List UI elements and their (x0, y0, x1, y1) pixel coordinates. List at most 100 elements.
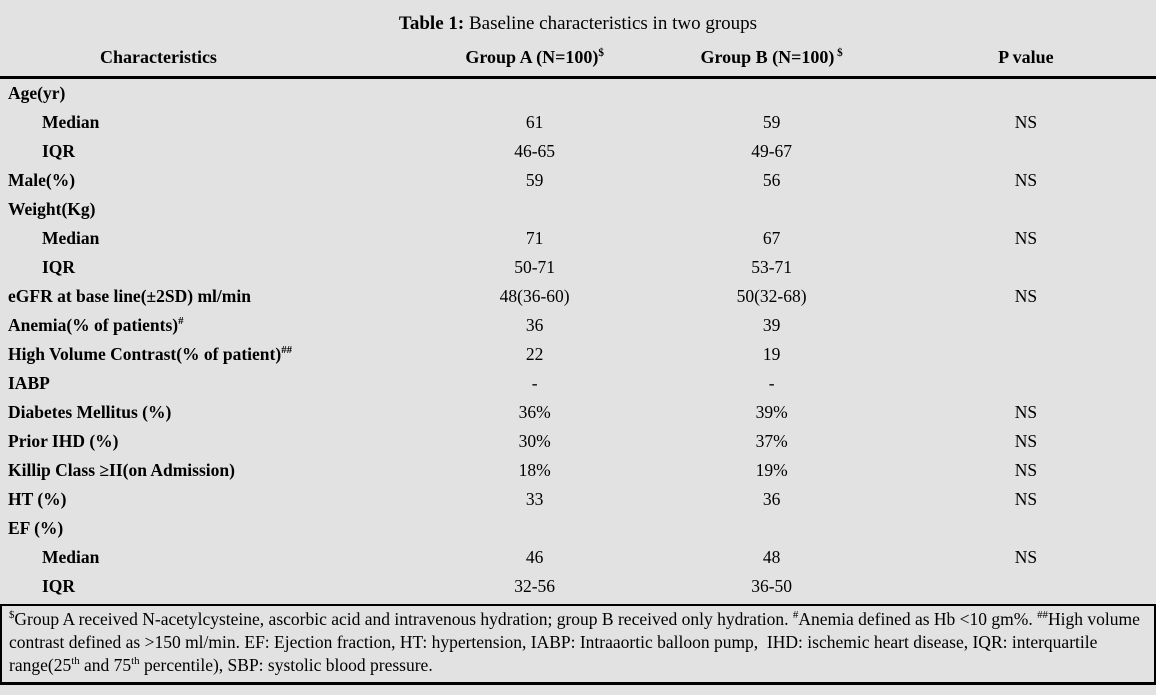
group-a-value (422, 195, 647, 224)
group-a-value: 46 (525, 547, 544, 567)
group-b-value: 59 (762, 112, 781, 132)
table-row: Killip Class ≥II(on Admission) 18% 19% NS (0, 456, 1156, 485)
column-header-group-a: Group A (N=100)$ (421, 42, 648, 79)
row-label: Anemia(% of patients)# (8, 315, 184, 335)
row-label: IQR (42, 576, 76, 596)
table-row: eGFR at base line(±2SD) ml/min 48(36-60) 5… (0, 282, 1156, 311)
footnote-text: $Group A received N-acetylcysteine, asco… (9, 609, 1140, 675)
row-label: Prior IHD (%) (8, 431, 119, 451)
p-value: NS (1014, 489, 1038, 509)
table-row: Median 46 48 NS (0, 543, 1156, 572)
group-b-value: 53-71 (751, 257, 793, 277)
footnote: $Group A received N-acetylcysteine, asco… (0, 604, 1156, 685)
group-a-value: 22 (525, 344, 544, 364)
group-a-value: 33 (525, 489, 544, 509)
p-value (896, 514, 1156, 543)
p-value: NS (1014, 547, 1038, 567)
group-a-value: 32-56 (514, 576, 556, 596)
p-value (896, 195, 1156, 224)
group-b-value: 49-67 (751, 141, 793, 161)
group-b-value: 39% (755, 402, 788, 422)
table-header: Characteristics Group A (N=100)$ Group B… (0, 42, 1156, 79)
table-row: Male(%) 59 56 NS (0, 166, 1156, 195)
table-body: Age(yr) Median 61 59 NS IQR 46-65 49-67 Male(%) 5… (0, 78, 1156, 602)
table-title-caption: Baseline characteristics in two groups (464, 13, 758, 34)
footnote-sup: $ (9, 609, 15, 622)
group-a-value (422, 514, 647, 543)
row-label: Age(yr) (8, 83, 66, 103)
table-row: Anemia(% of patients)# 36 39 (0, 311, 1156, 340)
table-row: Diabetes Mellitus (%) 36% 39% NS (0, 398, 1156, 427)
row-label: EF (%) (8, 518, 64, 538)
group-b-value: 36 (762, 489, 781, 509)
column-header-label: Group B (N=100) (700, 47, 835, 67)
p-value: NS (1014, 402, 1038, 422)
row-label: Diabetes Mellitus (%) (8, 402, 172, 422)
group-a-value: 18% (518, 460, 551, 480)
column-header-label: Characteristics (99, 47, 217, 67)
group-b-value (647, 514, 896, 543)
p-value: NS (1014, 286, 1038, 306)
table-row: HT (%) 33 36 NS (0, 485, 1156, 514)
p-value (896, 369, 1156, 398)
table-row: Age(yr) (0, 78, 1156, 109)
group-b-value: 48 (762, 547, 781, 567)
table-row: Prior IHD (%) 30% 37% NS (0, 427, 1156, 456)
footnote-sup: # (792, 609, 799, 622)
group-a-value (422, 78, 647, 109)
footnote-sup: th (131, 655, 140, 668)
group-a-value: - (531, 373, 538, 393)
group-b-value: 50(32-68) (736, 286, 807, 306)
row-label: Weight(Kg) (8, 199, 96, 219)
p-value (896, 340, 1156, 369)
group-a-value: 71 (525, 228, 544, 248)
table-row: Median 61 59 NS (0, 108, 1156, 137)
column-header-label: P value (998, 47, 1054, 67)
table-row: EF (%) (0, 514, 1156, 543)
table-row: IQR 32-56 36-50 (0, 572, 1156, 601)
group-b-value: 19% (755, 460, 788, 480)
p-value: NS (1014, 460, 1038, 480)
column-header-p-value: P value (895, 42, 1156, 79)
group-b-value: - (768, 373, 775, 393)
group-b-value: 56 (762, 170, 781, 190)
p-value (896, 253, 1156, 282)
row-label-sup: # (178, 315, 184, 328)
group-a-value: 46-65 (514, 141, 556, 161)
group-b-value (647, 78, 896, 109)
row-label: IQR (42, 141, 76, 161)
row-label: Median (42, 228, 100, 248)
table-row: IABP - - (0, 369, 1156, 398)
group-a-value: 48(36-60) (499, 286, 570, 306)
footnote-sup: ## (1037, 609, 1048, 622)
row-label-sup: ## (281, 344, 293, 357)
p-value: NS (1014, 228, 1038, 248)
column-header-group-b: Group B (N=100) $ (647, 42, 896, 79)
p-value (896, 311, 1156, 340)
table-header-row: Characteristics Group A (N=100)$ Group B… (0, 42, 1156, 79)
group-a-value: 50-71 (514, 257, 556, 277)
column-header-sup: $ (834, 47, 843, 59)
group-b-value: 39 (762, 315, 781, 335)
row-label: IQR (42, 257, 76, 277)
table-title: Table 1: Baseline characteristics in two… (0, 0, 1156, 35)
group-a-value: 36 (525, 315, 544, 335)
baseline-characteristics-table: Characteristics Group A (N=100)$ Group B… (0, 42, 1156, 601)
p-value (896, 572, 1156, 601)
table-row: Median 71 67 NS (0, 224, 1156, 253)
group-b-value: 67 (762, 228, 781, 248)
row-label: IABP (8, 373, 50, 393)
row-label: Median (42, 547, 100, 567)
group-b-value: 37% (755, 431, 788, 451)
row-label: Male(%) (8, 170, 76, 190)
group-b-value: 19 (762, 344, 781, 364)
table-row: Weight(Kg) (0, 195, 1156, 224)
group-b-value: 36-50 (751, 576, 793, 596)
group-a-value: 36% (518, 402, 551, 422)
p-value (896, 78, 1156, 109)
column-header-label: Group A (N=100) (465, 47, 599, 67)
row-label: HT (%) (8, 489, 67, 509)
column-header-sup: $ (598, 47, 604, 59)
row-label: High Volume Contrast(% of patient)## (8, 344, 293, 364)
